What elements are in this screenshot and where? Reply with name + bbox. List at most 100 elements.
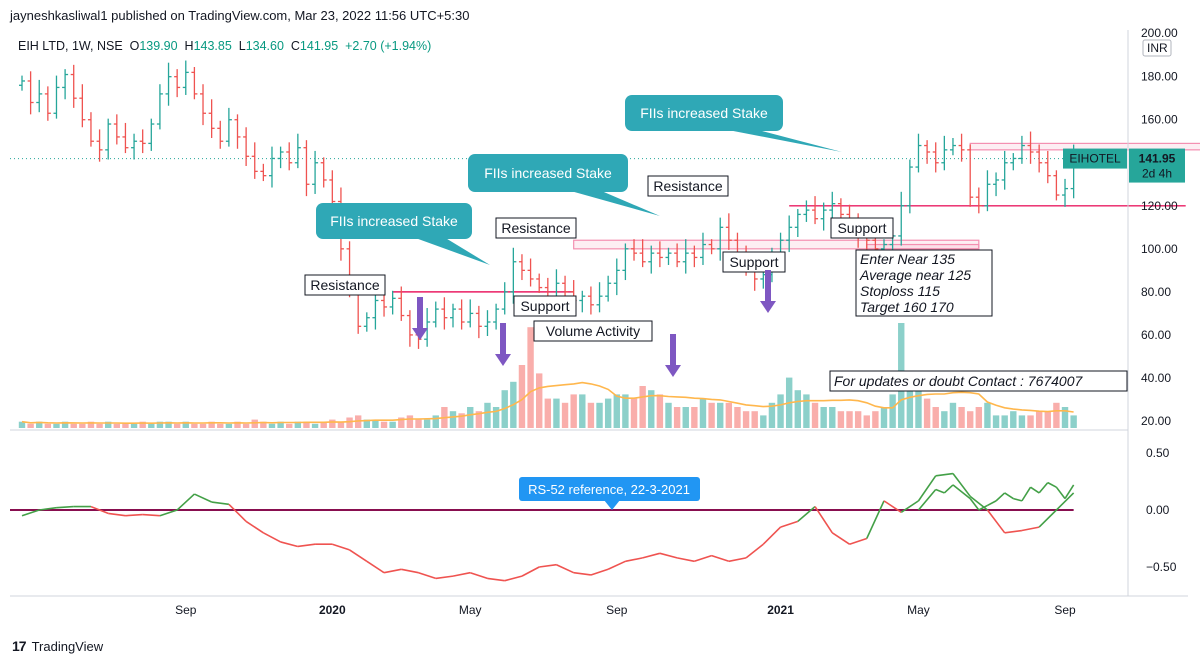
- volume-bar: [760, 415, 767, 428]
- volume-bar: [346, 417, 353, 428]
- volume-ma-line: [21, 381, 1074, 425]
- volume-bar: [286, 423, 293, 428]
- resistance-label-2-box: [495, 217, 577, 239]
- volume-bar: [673, 407, 681, 428]
- rs-segment: [108, 512, 126, 517]
- volume-bar: [268, 423, 276, 428]
- price-tick-label: 120.00: [1141, 199, 1178, 213]
- rs-tail-segment: [1021, 486, 1032, 502]
- rs-segment: [194, 493, 212, 503]
- volume-bar: [173, 423, 181, 428]
- volume-bar: [61, 421, 69, 428]
- rs-tail-segment: [935, 488, 945, 494]
- rs-segment: [849, 537, 868, 545]
- contact-note: For updates or doubt Contact : 7674007: [829, 370, 1128, 392]
- volume-bar: [70, 423, 77, 428]
- price-tag-bg: [1129, 148, 1185, 183]
- rs-segment: [332, 543, 350, 551]
- volume-bar: [1018, 415, 1026, 428]
- fii-callout-1-box: [316, 203, 472, 239]
- volume-arrow-1: [412, 297, 428, 340]
- support-label-3-text: Support: [837, 220, 886, 236]
- axes: 180.00 160.00 120.00 100.00 80.00 60.00 40.00 2…: [10, 26, 1188, 617]
- low-label: L: [238, 39, 246, 53]
- time-tick-label: May: [907, 603, 930, 617]
- high-value: 143.85: [193, 39, 232, 53]
- rs-tail-segment: [987, 500, 997, 507]
- rs-segment: [418, 571, 437, 580]
- fii-callout-2-text: FIIs increased Stake: [484, 165, 612, 181]
- footer-brand[interactable]: 17 TradingView: [12, 638, 103, 654]
- price-tick-label: 160.00: [1141, 113, 1178, 127]
- fii-callout-2: FIIs increased Stake: [468, 154, 660, 216]
- volume-bar: [768, 402, 776, 428]
- rs-tail-segment: [995, 492, 1006, 502]
- osc-tick-label: 0.50: [1146, 446, 1170, 460]
- rs-segment: [917, 475, 937, 502]
- gridlines: [10, 158, 1128, 431]
- volume-bar: [846, 411, 853, 428]
- volume-bar: [1010, 411, 1017, 428]
- resistance-label-1-text: Resistance: [310, 277, 379, 293]
- osc-tick-label: −0.50: [1146, 560, 1177, 574]
- volume-bar: [915, 390, 922, 428]
- rs-reference-box: [519, 477, 700, 501]
- volume-bar: [1035, 411, 1043, 428]
- volume-bar: [984, 402, 991, 428]
- volume-bar: [717, 402, 724, 428]
- volume-arrow-4-shaft: [765, 270, 771, 303]
- rs-tail-segment: [943, 484, 954, 494]
- contact-box: [829, 370, 1128, 392]
- open-label: O: [129, 39, 140, 53]
- volume-arrow-3-shaft: [670, 334, 676, 367]
- volume-bar: [553, 398, 560, 428]
- volume-bar: [863, 415, 870, 428]
- volume-bar: [208, 421, 215, 428]
- volume-bar: [630, 398, 638, 428]
- symbol-title[interactable]: EIH LTD, 1W, NSE: [18, 39, 123, 53]
- high-label: H: [184, 39, 194, 53]
- volume-activity-label-text: Volume Activity: [546, 323, 640, 339]
- rs-segment: [1055, 492, 1075, 511]
- rs-segment: [728, 557, 747, 563]
- rs-segment: [39, 506, 57, 511]
- volume-bar: [604, 398, 612, 428]
- time-tick-label: 2020: [319, 603, 346, 617]
- rs-segment: [935, 472, 954, 477]
- rs-tail-segment: [1030, 486, 1040, 494]
- volume-bar: [794, 390, 801, 428]
- price-tick-label: 80.00: [1141, 285, 1171, 299]
- volume-arrow-3-head: [665, 365, 681, 377]
- volume-bar: [536, 373, 543, 428]
- volume-bar: [518, 365, 526, 428]
- low-value: 134.60: [245, 39, 284, 53]
- change-value: +2.70 (+1.94%): [345, 39, 432, 53]
- volume-bar: [139, 421, 146, 428]
- volume-bar: [79, 423, 86, 428]
- volume-bar: [165, 421, 172, 428]
- rs-segment: [504, 575, 523, 582]
- volume-bar: [665, 402, 672, 428]
- rs-segment: [401, 568, 419, 574]
- rs-segment: [900, 500, 919, 513]
- volume-bar: [363, 419, 370, 428]
- rs-segment: [573, 571, 592, 576]
- volume-arrow-2: [495, 323, 511, 366]
- volume-bar: [544, 398, 552, 428]
- volume-bar: [872, 411, 879, 428]
- volume-bar: [906, 381, 914, 428]
- rs-segment: [625, 557, 643, 563]
- volume-bar: [975, 407, 983, 428]
- volume-bar: [389, 421, 396, 428]
- trade-plan-line: Stoploss 115: [860, 283, 940, 299]
- rs-segment: [176, 493, 195, 511]
- volume-bar: [958, 407, 965, 428]
- volume-bar: [1070, 415, 1077, 428]
- rs-segment: [952, 473, 971, 497]
- price-tag-symbol-bg: [1063, 148, 1127, 169]
- fii-callout-3-pointer: [722, 129, 842, 152]
- volume-bar: [18, 421, 26, 428]
- open-value: 139.90: [139, 39, 178, 53]
- volume-bar: [234, 421, 241, 428]
